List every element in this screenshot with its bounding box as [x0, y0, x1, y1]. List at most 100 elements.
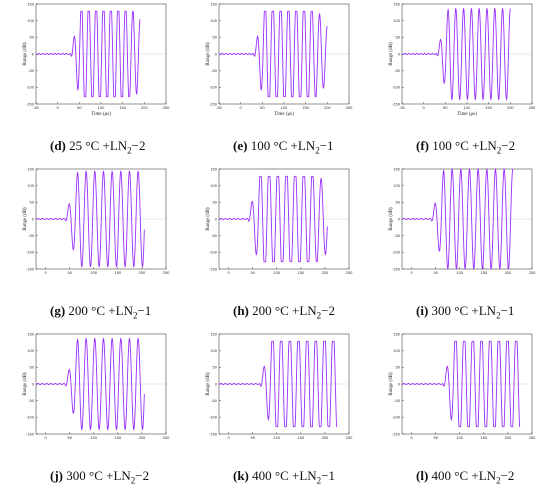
y-tick-label: 150 [27, 166, 34, 171]
panel-condition: 200 °C +LN [65, 303, 133, 318]
panel-suffix: −2 [131, 138, 146, 153]
panel-suffix: −2 [321, 303, 336, 318]
y-tick-label: 50 [213, 35, 218, 40]
panel-letter: (d) [50, 138, 66, 153]
x-tick-label: 150 [485, 105, 492, 110]
chart-svg: -150 -100 -50 0 50 100 150 0 50 100 150 200 250 Range… [206, 331, 353, 440]
chart-panel: -150 -100 -50 0 50 100 150 -50 0 50 100 150 200 250 Ra… [22, 0, 172, 160]
subscript: 2 [496, 475, 501, 486]
panel-condition: 400 °C +LN [248, 468, 317, 483]
signal-series-line [35, 10, 141, 98]
x-tick-label: 100 [90, 435, 97, 440]
y-tick-label: -100 [392, 250, 401, 255]
x-tick-label: 150 [115, 435, 122, 440]
x-tick-label: 250 [346, 270, 353, 275]
y-tick-label: -150 [392, 101, 401, 106]
x-tick-label: 150 [298, 270, 305, 275]
y-axis-label: Range (dB) [23, 42, 28, 66]
panel-suffix: −1 [500, 303, 515, 318]
panel-letter: (j) [50, 468, 63, 483]
y-tick-label: -50 [211, 398, 218, 403]
x-tick-label: 0 [423, 105, 426, 110]
x-tick-label: 200 [322, 270, 329, 275]
panel-caption: (f) 100 °C +LN2−2 [416, 138, 515, 156]
subscript: 2 [315, 145, 320, 156]
y-tick-label: 150 [393, 1, 400, 6]
x-tick-label: 250 [163, 435, 170, 440]
panel-suffix: −2 [500, 468, 515, 483]
y-tick-label: 50 [213, 365, 218, 370]
x-tick-label: 200 [139, 435, 146, 440]
x-tick-label: 100 [273, 270, 280, 275]
panel-caption: (l) 400 °C +LN2−2 [416, 468, 514, 486]
y-tick-label: 150 [393, 331, 400, 336]
x-tick-label: 150 [481, 435, 488, 440]
x-tick-label: 50 [443, 105, 448, 110]
x-tick-label: 50 [260, 105, 265, 110]
panel-letter: (g) [50, 303, 66, 318]
x-tick-label: 150 [298, 435, 305, 440]
chart-svg: -150 -100 -50 0 50 100 150 -50 0 50 100 150 200 250 Ra… [23, 1, 170, 117]
y-tick-label: 100 [393, 18, 400, 23]
panel-suffix: −2 [135, 468, 150, 483]
panel-letter: (e) [233, 138, 248, 153]
x-tick-label: 100 [456, 435, 463, 440]
chart-panel: -150 -100 -50 0 50 100 150 0 50 100 150 200 250 Range… [388, 330, 538, 490]
x-axis-label: Time (μs) [457, 112, 477, 117]
x-tick-label: 50 [433, 435, 438, 440]
chart-svg: -150 -100 -50 0 50 100 150 -50 0 50 100 150 200 250 Ra… [389, 1, 536, 117]
signal-series-line [401, 168, 514, 270]
panel-letter: (h) [233, 303, 249, 318]
x-tick-label: 250 [163, 105, 170, 110]
y-tick-label: 0 [398, 216, 401, 221]
x-tick-label: 100 [464, 105, 471, 110]
chart-svg: -150 -100 -50 0 50 100 150 -50 0 50 100 150 200 250 Ra… [206, 1, 353, 117]
x-tick-label: 100 [273, 435, 280, 440]
y-tick-label: 100 [393, 183, 400, 188]
panel-caption: (g) 200 °C +LN2−1 [50, 303, 151, 321]
x-tick-label: 0 [411, 435, 414, 440]
y-tick-label: -50 [28, 68, 35, 73]
y-tick-label: 150 [210, 166, 217, 171]
y-tick-label: 50 [396, 365, 401, 370]
chart-panel: -150 -100 -50 0 50 100 150 -50 0 50 100 150 200 250 Ra… [205, 0, 355, 160]
panel-suffix: −1 [137, 303, 152, 318]
y-tick-label: -100 [26, 85, 35, 90]
subscript: 2 [316, 475, 322, 486]
y-tick-label: -50 [394, 68, 401, 73]
y-tick-label: -150 [209, 266, 218, 271]
chart-svg: -150 -100 -50 0 50 100 150 0 50 100 150 200 250 Range… [23, 166, 170, 275]
panel-caption: (h) 200 °C +LN2−2 [233, 303, 335, 321]
y-tick-label: -100 [392, 415, 401, 420]
y-tick-label: -50 [211, 233, 218, 238]
y-tick-label: 100 [210, 348, 217, 353]
y-tick-label: 100 [210, 18, 217, 23]
chart-panel: -150 -100 -50 0 50 100 150 -50 0 50 100 150 200 250 Ra… [388, 0, 538, 160]
y-axis-label: Range (dB) [389, 372, 394, 396]
x-tick-label: 50 [250, 270, 255, 275]
x-tick-label: 50 [77, 105, 82, 110]
subscript: 2 [496, 145, 502, 156]
chart-svg: -150 -100 -50 0 50 100 150 0 50 100 150 200 250 Range… [206, 166, 353, 275]
panel-suffix: −2 [501, 138, 516, 153]
subscript: 2 [130, 475, 136, 486]
y-axis-label: Range (dB) [389, 207, 394, 231]
x-tick-label: 200 [139, 270, 146, 275]
y-tick-label: -50 [394, 398, 401, 403]
y-tick-label: 0 [398, 51, 401, 56]
x-tick-label: 50 [433, 270, 438, 275]
y-tick-label: 0 [215, 381, 218, 386]
x-tick-label: 200 [507, 105, 514, 110]
y-tick-label: 150 [210, 331, 217, 336]
y-tick-label: 100 [210, 183, 217, 188]
y-tick-label: -150 [26, 431, 35, 436]
y-tick-label: -100 [209, 415, 218, 420]
y-tick-label: 50 [396, 35, 401, 40]
panel-caption: (e) 100 °C +LN2−1 [233, 138, 334, 156]
x-tick-label: 100 [90, 270, 97, 275]
y-axis-label: Range (dB) [389, 42, 394, 66]
y-tick-label: -150 [392, 266, 401, 271]
y-tick-label: 0 [215, 51, 218, 56]
x-tick-label: 100 [281, 105, 288, 110]
y-tick-label: 100 [393, 348, 400, 353]
